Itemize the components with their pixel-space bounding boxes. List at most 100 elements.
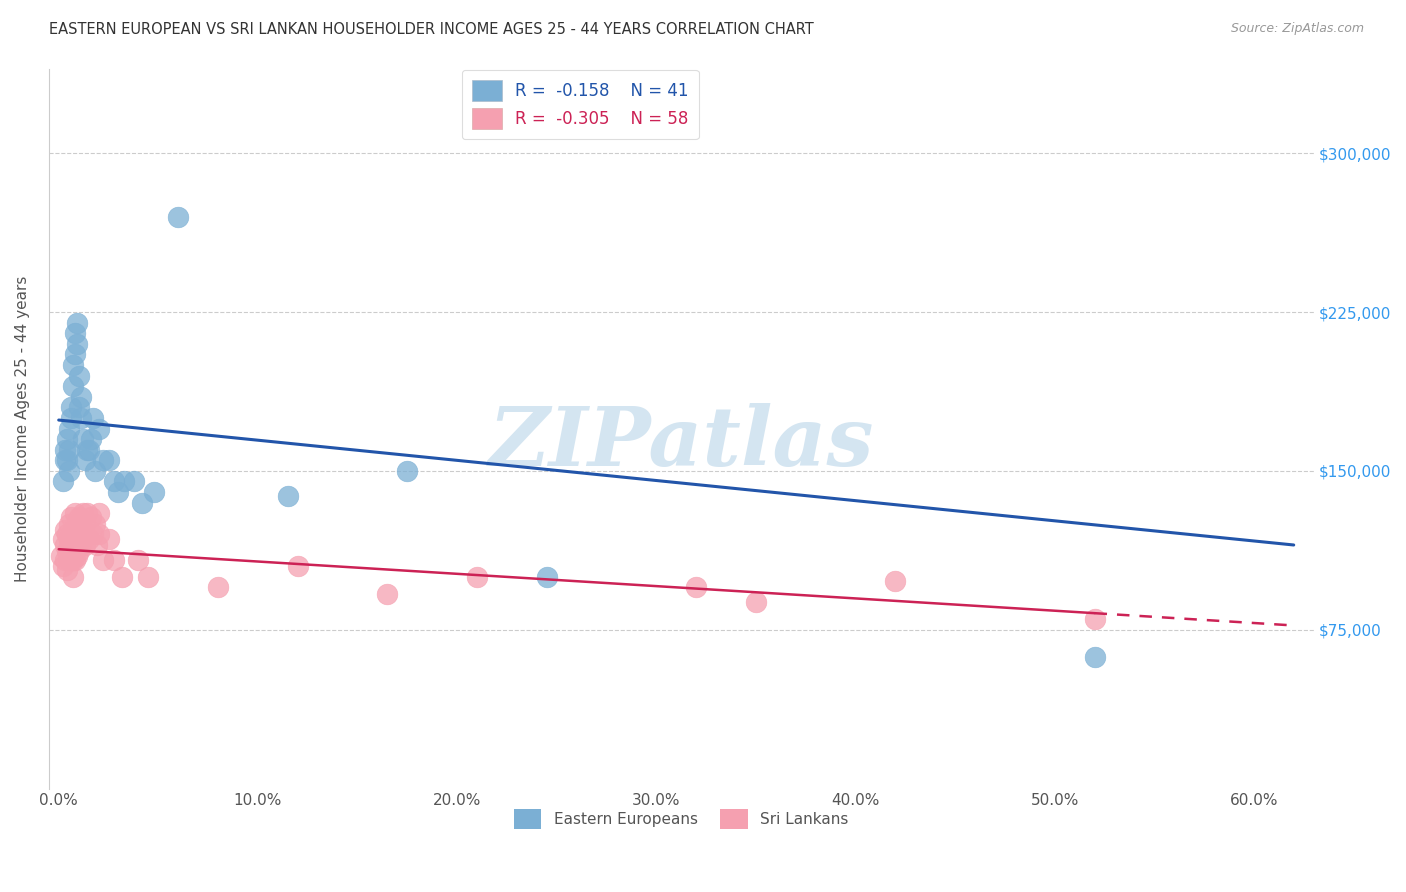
- Point: [62, 358, 84, 372]
- Point: [97, 532, 120, 546]
- Point: [91, 553, 114, 567]
- Point: [73, 538, 96, 552]
- Point: [107, 485, 129, 500]
- Point: [131, 495, 153, 509]
- Point: [62, 553, 84, 567]
- Point: [67, 527, 90, 541]
- Point: [86, 538, 108, 552]
- Point: [138, 570, 160, 584]
- Text: Source: ZipAtlas.com: Source: ZipAtlas.com: [1230, 22, 1364, 36]
- Point: [66, 316, 89, 330]
- Point: [67, 368, 90, 383]
- Point: [63, 326, 86, 341]
- Point: [63, 523, 86, 537]
- Point: [67, 401, 90, 415]
- Point: [82, 411, 104, 425]
- Point: [124, 475, 146, 489]
- Point: [55, 563, 77, 577]
- Point: [1083, 612, 1105, 626]
- Point: [72, 432, 94, 446]
- Point: [59, 553, 82, 567]
- Point: [377, 587, 399, 601]
- Point: [127, 553, 149, 567]
- Point: [87, 527, 110, 541]
- Point: [58, 532, 80, 546]
- Point: [63, 506, 86, 520]
- Point: [884, 574, 907, 588]
- Point: [63, 538, 86, 552]
- Point: [745, 595, 768, 609]
- Point: [59, 411, 82, 425]
- Point: [97, 453, 120, 467]
- Point: [66, 549, 89, 563]
- Point: [58, 442, 80, 457]
- Point: [465, 570, 488, 584]
- Point: [72, 506, 94, 520]
- Point: [55, 453, 77, 467]
- Point: [87, 421, 110, 435]
- Point: [1083, 650, 1105, 665]
- Text: EASTERN EUROPEAN VS SRI LANKAN HOUSEHOLDER INCOME AGES 25 - 44 YEARS CORRELATION: EASTERN EUROPEAN VS SRI LANKAN HOUSEHOLD…: [49, 22, 814, 37]
- Point: [52, 559, 75, 574]
- Legend: Eastern Europeans, Sri Lankans: Eastern Europeans, Sri Lankans: [508, 803, 855, 835]
- Point: [76, 442, 98, 457]
- Point: [73, 453, 96, 467]
- Point: [287, 559, 309, 574]
- Point: [52, 475, 75, 489]
- Point: [69, 523, 91, 537]
- Point: [49, 549, 72, 563]
- Point: [91, 453, 114, 467]
- Point: [87, 506, 110, 520]
- Point: [82, 527, 104, 541]
- Point: [79, 432, 101, 446]
- Point: [114, 475, 136, 489]
- Point: [59, 527, 82, 541]
- Point: [58, 553, 80, 567]
- Point: [66, 516, 89, 531]
- Point: [62, 379, 84, 393]
- Point: [62, 570, 84, 584]
- Point: [536, 570, 558, 584]
- Point: [66, 336, 89, 351]
- Point: [55, 527, 77, 541]
- Point: [69, 390, 91, 404]
- Point: [59, 510, 82, 524]
- Point: [55, 432, 77, 446]
- Point: [67, 510, 90, 524]
- Point: [685, 580, 707, 594]
- Point: [277, 489, 299, 503]
- Point: [77, 442, 100, 457]
- Point: [53, 553, 76, 567]
- Point: [396, 464, 419, 478]
- Point: [111, 570, 134, 584]
- Point: [67, 544, 90, 558]
- Point: [53, 523, 76, 537]
- Point: [63, 347, 86, 361]
- Point: [103, 475, 125, 489]
- Point: [58, 464, 80, 478]
- Point: [59, 401, 82, 415]
- Point: [69, 538, 91, 552]
- Point: [62, 538, 84, 552]
- Point: [53, 453, 76, 467]
- Point: [207, 580, 229, 594]
- Point: [69, 411, 91, 425]
- Point: [53, 442, 76, 457]
- Point: [72, 527, 94, 541]
- Point: [76, 506, 98, 520]
- Point: [66, 532, 89, 546]
- Point: [83, 464, 105, 478]
- Point: [143, 485, 166, 500]
- Point: [53, 538, 76, 552]
- Point: [103, 553, 125, 567]
- Y-axis label: Householder Income Ages 25 - 44 years: Householder Income Ages 25 - 44 years: [15, 276, 30, 582]
- Point: [63, 553, 86, 567]
- Point: [59, 538, 82, 552]
- Point: [52, 532, 75, 546]
- Point: [58, 516, 80, 531]
- Point: [58, 421, 80, 435]
- Point: [79, 510, 101, 524]
- Point: [77, 532, 100, 546]
- Point: [167, 210, 190, 224]
- Point: [83, 516, 105, 531]
